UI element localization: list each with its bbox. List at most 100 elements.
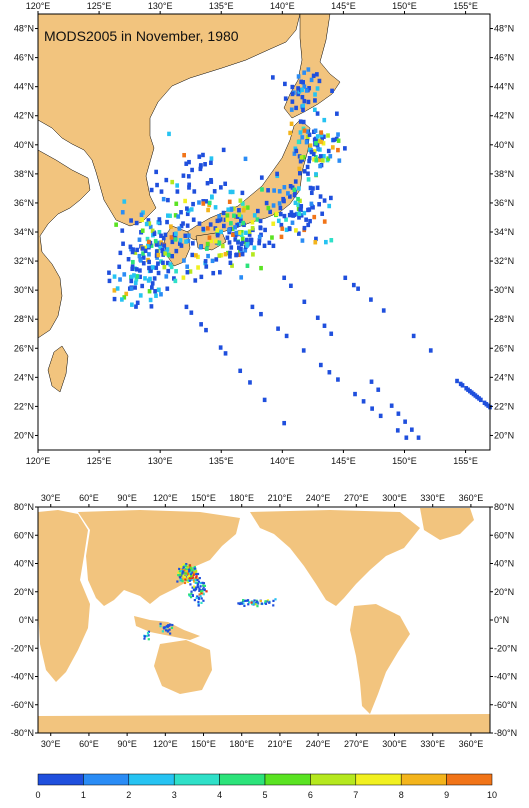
regional-data-cell <box>148 297 153 303</box>
global-data-cell <box>190 592 193 595</box>
global-data-cell <box>188 579 192 582</box>
regional-data-cell <box>203 162 207 167</box>
regional-data-cell <box>213 226 218 231</box>
colorbar-label: 4 <box>217 790 222 800</box>
regional-data-cell <box>208 222 213 227</box>
global-data-cell <box>274 598 277 601</box>
global-data-cell <box>197 603 200 606</box>
regional-data-cell <box>302 84 307 89</box>
global-data-cell <box>191 586 194 589</box>
regional-data-cell <box>138 274 142 280</box>
regional-lat-label-left: 30°N <box>14 285 34 295</box>
regional-data-cell <box>329 195 333 201</box>
regional-data-cell <box>210 258 215 264</box>
regional-lon-label-bottom: 120°E <box>26 456 51 466</box>
colorbar-segment <box>400 773 447 786</box>
global-lon-label-bottom: 60°E <box>79 739 99 749</box>
regional-lat-label-right: 40°N <box>494 140 514 150</box>
regional-data-cell <box>211 270 216 276</box>
regional-data-cell <box>229 207 234 212</box>
regional-data-cell <box>326 148 331 154</box>
regional-data-cell <box>237 212 242 217</box>
regional-data-cell <box>311 73 316 79</box>
regional-lon-label-top: 150°E <box>392 1 417 11</box>
regional-data-cell <box>314 236 318 242</box>
regional-data-cell <box>227 227 231 233</box>
regional-data-cell <box>317 202 321 207</box>
regional-data-cell <box>300 87 304 93</box>
global-data-cell <box>189 573 192 576</box>
regional-data-cell <box>183 198 187 204</box>
regional-data-cell <box>141 251 145 256</box>
regional-data-cell <box>308 143 313 148</box>
regional-data-cell <box>460 383 465 388</box>
regional-data-cell <box>199 322 203 327</box>
regional-data-cell <box>150 265 155 270</box>
global-data-cell <box>181 572 184 575</box>
global-data-cell <box>193 598 196 602</box>
colorbar-label: 8 <box>399 790 404 800</box>
regional-data-cell <box>351 282 356 288</box>
regional-data-cell <box>134 277 139 282</box>
regional-data-cell <box>129 274 134 280</box>
regional-data-cell <box>290 185 295 190</box>
global-data-cell <box>198 576 201 580</box>
regional-data-cell <box>145 236 150 242</box>
regional-data-cell <box>306 207 310 213</box>
regional-data-cell <box>157 217 162 222</box>
regional-data-cell <box>306 99 311 105</box>
regional-data-cell <box>306 171 310 176</box>
global-data-cell <box>192 588 196 591</box>
global-data-cell <box>167 629 170 632</box>
regional-data-cell <box>255 208 260 214</box>
regional-data-cell <box>250 304 255 310</box>
regional-data-cell <box>150 228 155 234</box>
regional-lat-label-right: 44°N <box>494 82 514 92</box>
regional-data-cell <box>221 210 226 216</box>
global-data-cell <box>182 566 185 569</box>
regional-data-cell <box>129 218 133 223</box>
regional-data-cell <box>190 167 194 173</box>
regional-data-cell <box>389 403 394 408</box>
regional-data-cell <box>205 246 209 251</box>
regional-data-cell <box>149 304 154 309</box>
colorbar-segment <box>173 773 220 786</box>
regional-lat-label-left: 48°N <box>14 24 34 34</box>
global-data-cell <box>181 568 184 571</box>
regional-data-cell <box>217 214 222 219</box>
global-data-cell <box>187 579 190 582</box>
regional-data-cell <box>159 292 163 297</box>
global-data-cell <box>195 570 198 573</box>
global-data-cell <box>164 629 168 632</box>
regional-data-cell <box>297 211 302 216</box>
regional-data-cell <box>245 263 250 268</box>
regional-data-cell <box>290 99 295 104</box>
regional-data-cell <box>205 241 210 247</box>
regional-data-cell <box>308 218 312 224</box>
global-lon-label-top: 60°E <box>79 493 99 503</box>
regional-data-cell <box>162 243 167 248</box>
regional-data-cell <box>205 226 210 231</box>
regional-data-cell <box>322 219 327 224</box>
global-data-cell <box>195 576 198 579</box>
regional-data-cell <box>250 220 255 225</box>
regional-data-cell <box>249 237 254 243</box>
taiwan-landmass <box>47 345 69 393</box>
global-data-cell <box>244 599 247 602</box>
regional-data-cell <box>296 231 301 236</box>
regional-data-cell <box>193 278 198 283</box>
regional-data-cell <box>223 252 228 257</box>
global-lon-label-bottom: 30°E <box>41 739 61 749</box>
regional-data-cell <box>314 141 318 146</box>
regional-data-cell <box>169 235 174 240</box>
regional-data-cell <box>237 252 241 258</box>
regional-data-cell <box>135 247 139 253</box>
global-data-cell <box>196 583 200 586</box>
regional-data-cell <box>170 253 175 259</box>
regional-data-cell <box>156 220 161 225</box>
regional-data-cell <box>302 210 307 216</box>
regional-data-cell <box>165 219 169 225</box>
global-data-cell <box>183 572 186 575</box>
global-data-cell <box>185 563 188 566</box>
regional-map-title: MODS2005 in November, 1980 <box>44 28 239 44</box>
